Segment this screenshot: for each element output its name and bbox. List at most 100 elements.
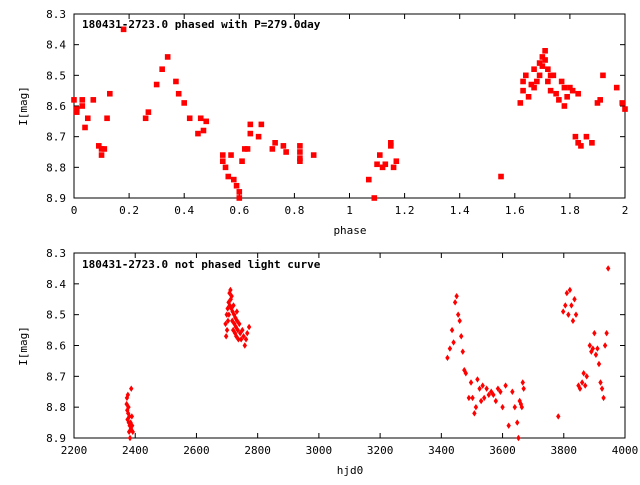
phased-plot-data-point — [578, 143, 584, 149]
unphased-plot-data-point — [125, 391, 131, 399]
phased-plot-data-point — [517, 100, 524, 106]
unphased-plot-points — [124, 265, 611, 442]
phased-plot-data-point — [225, 173, 232, 180]
unphased-plot-data-point — [512, 403, 517, 411]
phased-plot-x-tick-label: 0.2 — [119, 204, 139, 217]
phased-plot-data-point — [173, 78, 179, 85]
phased-plot-data-point — [203, 118, 210, 125]
phased-plot-data-point — [613, 84, 620, 91]
unphased-plot-x-tick-label: 4000 — [612, 444, 639, 457]
phased-plot-data-point — [619, 100, 626, 106]
phased-plot-data-point — [569, 87, 576, 94]
unphased-plot-x-tick-label: 3000 — [306, 444, 333, 457]
unphased-plot-data-point — [452, 299, 458, 306]
phased-plot-data-point — [164, 54, 171, 60]
unphased-plot-data-point — [236, 336, 241, 343]
phased-plot-data-point — [561, 84, 568, 91]
unphased-plot-data-point — [605, 265, 611, 272]
phased-plot-data-point — [230, 176, 237, 183]
unphased-plot-data-point — [481, 394, 487, 402]
unphased-plot-data-point — [579, 379, 585, 386]
phased-plot-data-point — [228, 152, 234, 158]
phased-plot-data-point — [90, 97, 97, 103]
unphased-plot-y-tick-label: 8.4 — [46, 278, 66, 291]
phased-plot-data-point — [95, 143, 102, 149]
unphased-plot-data-point — [596, 360, 602, 368]
phased-plot-data-point — [247, 130, 254, 137]
unphased-plot-data-point — [463, 370, 469, 377]
unphased-plot-data-point — [234, 333, 239, 340]
phased-plot-data-point — [390, 164, 397, 171]
phased-plot-data-point — [545, 78, 551, 85]
phased-plot-y-tick-label: 8.4 — [46, 39, 66, 52]
phased-plot-data-point — [531, 66, 537, 72]
unphased-plot-data-point — [572, 296, 577, 303]
phased-plot-data-point — [542, 57, 548, 63]
phased-plot-data-point — [84, 115, 91, 122]
phased-plot-data-point — [236, 189, 243, 195]
phased-plot-data-point — [175, 90, 182, 97]
unphased-plot-data-point — [569, 302, 574, 309]
unphased-plot-x-tick-label: 3200 — [367, 444, 394, 457]
phased-plot-data-point — [371, 195, 378, 201]
unphased-plot-data-point — [491, 391, 496, 399]
phased-plot-data-point — [556, 97, 562, 103]
unphased-plot-data-point — [229, 292, 234, 300]
phased-plot-data-point — [73, 109, 80, 115]
unphased-plot-data-point — [604, 329, 609, 337]
unphased-plot-data-point — [595, 345, 600, 352]
phased-plot-data-point — [244, 146, 251, 152]
phased-plot-data-point — [101, 146, 108, 152]
phased-plot-title: 180431-2723.0 phased with P=279.0day — [82, 18, 321, 31]
unphased-plot-data-point — [493, 397, 499, 405]
unphased-plot-data-point — [519, 403, 525, 411]
unphased-plot-y-tick-label: 8.8 — [46, 401, 66, 414]
phased-plot-data-point — [197, 115, 204, 122]
unphased-plot-data-point — [510, 388, 515, 395]
phased-plot-data-point — [153, 81, 160, 88]
unphased-plot-data-point — [581, 370, 586, 377]
unphased-plot-panel: 2200 2400 2600 2800 3000 3200 3400 3600 3800 4000… — [17, 247, 638, 477]
unphased-plot-title: 180431-2723.0 not phased light curve — [82, 258, 321, 271]
unphased-plot-data-point — [457, 317, 462, 325]
unphased-plot-data-point — [564, 289, 570, 297]
unphased-plot-data-point — [602, 342, 608, 349]
phased-plot-data-point — [98, 152, 105, 158]
phased-plot-data-point — [374, 161, 380, 168]
phased-plot-data-point — [534, 78, 540, 85]
phased-plot-data-point — [79, 103, 86, 109]
phased-plot-data-point — [222, 164, 229, 171]
phased-plot-data-point — [297, 149, 303, 155]
phased-plot-data-point — [258, 121, 265, 128]
unphased-plot-data-point — [601, 394, 606, 402]
unphased-plot-data-point — [234, 308, 240, 315]
phased-plot-x-tick-label: 0.4 — [174, 204, 194, 217]
unphased-plot-data-point — [225, 317, 231, 325]
unphased-plot-data-point — [495, 385, 501, 392]
unphased-plot-x-tick-label: 3400 — [428, 444, 455, 457]
unphased-plot-data-point — [599, 385, 605, 392]
unphased-plot-data-point — [127, 413, 132, 420]
phased-plot-data-point — [239, 158, 245, 164]
unphased-plot-data-point — [466, 394, 472, 402]
unphased-plot-data-point — [567, 286, 573, 294]
unphased-plot-data-point — [447, 345, 453, 352]
unphased-plot-data-point — [593, 351, 599, 358]
phased-plot-x-tick-label: 1.2 — [395, 204, 415, 217]
unphased-plot-data-point — [584, 373, 589, 380]
unphased-plot-data-point — [560, 308, 566, 315]
unphased-plot-data-point — [498, 388, 503, 395]
phased-plot-x-tick-label: 0 — [71, 204, 78, 217]
unphased-plot-data-point — [231, 302, 236, 309]
unphased-plot-data-point — [240, 326, 245, 334]
phased-plot-y-tick-label: 8.3 — [46, 8, 66, 21]
unphased-plot-data-point — [451, 339, 456, 346]
unphased-plot-data-point — [472, 410, 477, 417]
phased-plot-data-point — [365, 176, 372, 183]
phased-plot-data-point — [255, 133, 262, 140]
unphased-plot-data-point — [598, 379, 603, 386]
phased-plot-data-point — [528, 81, 535, 88]
phased-plot-data-point — [107, 90, 113, 97]
phased-plot-data-point — [200, 127, 207, 134]
